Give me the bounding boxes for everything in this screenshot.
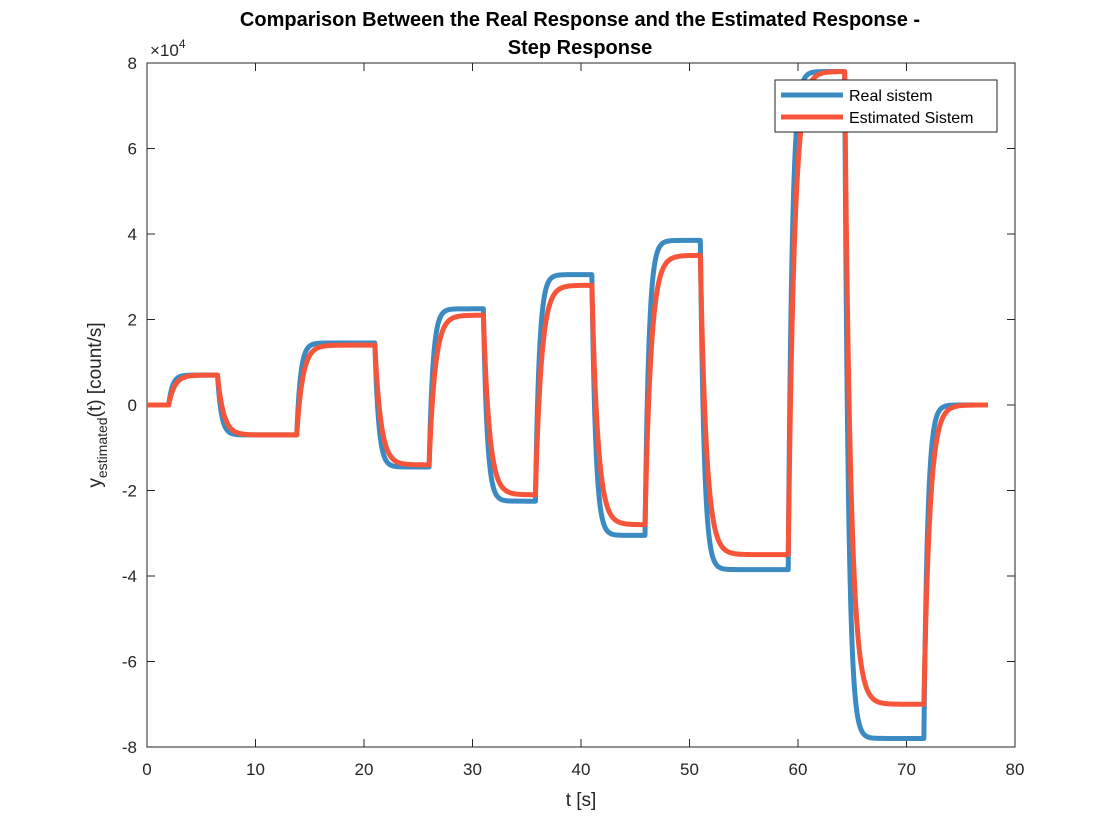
y-tick-label: -2 [122,482,137,501]
y-exponent-label: ×104 [150,37,186,60]
x-tick-label: 80 [1006,760,1025,779]
legend-label-estimated: Estimated Sistem [849,110,973,127]
x-tick-label: 40 [572,760,591,779]
x-tick-label: 20 [355,760,374,779]
y-tick-label: 8 [128,54,137,73]
legend-box [774,79,998,133]
x-tick-label: 10 [246,760,265,779]
legend-label-real: Real sistem [849,88,933,105]
series-real-line [147,69,990,741]
chart-title-line-2: Step Response [508,37,652,59]
x-tick-label: 60 [789,760,808,779]
y-tick-label: -4 [122,567,137,586]
y-axis-label: yestimated(t) [count/s] [85,322,110,487]
axis-ticks: 0 10 20 30 40 50 60 70 80 -8 -6 -4 -2 0 2 4 6 8 [122,54,1025,779]
y-tick-label: 0 [128,396,137,415]
series-lines [147,69,990,741]
y-tick-label: 2 [128,311,137,330]
y-tick-label: 4 [128,225,137,244]
legend: Real sistem Estimated Sistem [774,79,998,133]
plot-area [146,62,1016,748]
x-tick-label: 50 [680,760,699,779]
chart-title-line-1: Comparison Between the Real Response and… [240,9,920,31]
x-tick-label: 70 [897,760,916,779]
series-estimated-line [147,69,990,707]
y-tick-label: -6 [122,653,137,672]
x-tick-label: 0 [142,760,151,779]
x-tick-label: 30 [463,760,482,779]
x-axis-label: t [s] [566,790,597,811]
y-tick-label: 6 [128,140,137,159]
y-tick-label: -8 [122,738,137,757]
